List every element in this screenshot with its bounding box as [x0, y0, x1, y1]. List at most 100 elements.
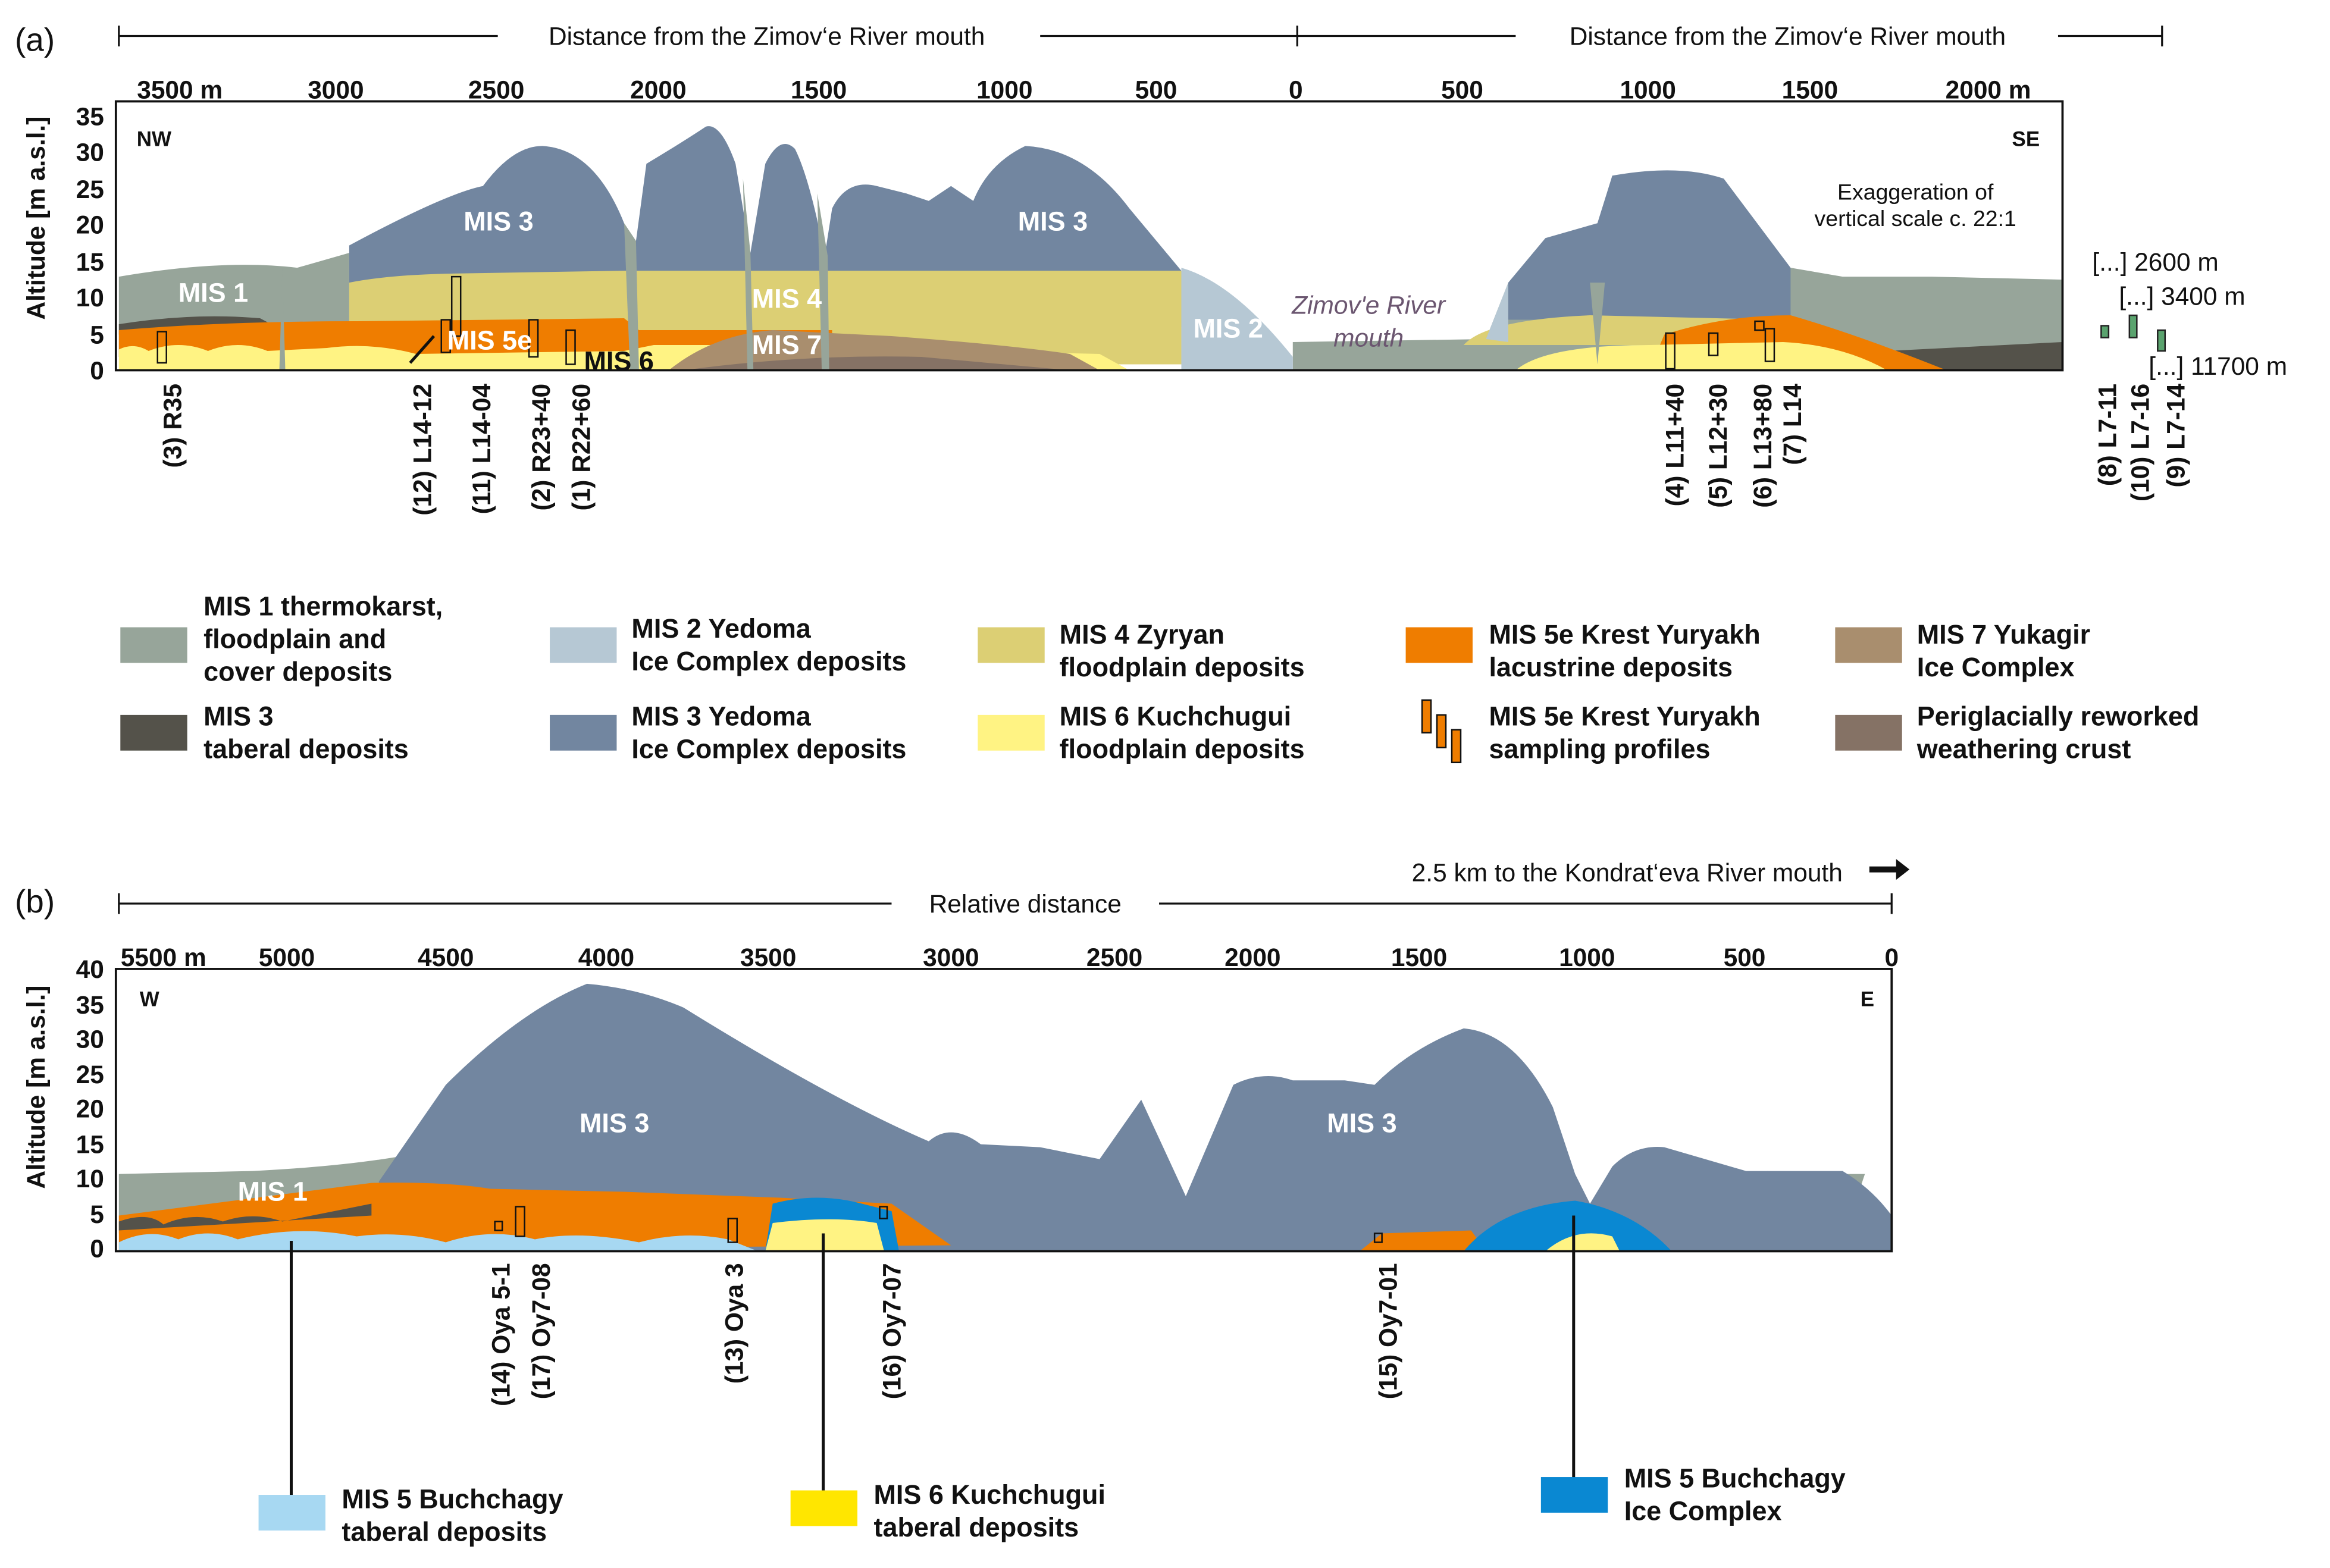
arrow-right-icon — [1869, 859, 1910, 880]
svg-text:floodplain deposits: floodplain deposits — [1060, 652, 1305, 682]
panel-b-x-ticks: 5500 m 5000 4500 4000 3500 3000 2500 200… — [121, 943, 1899, 971]
svg-text:sampling profiles: sampling profiles — [1489, 733, 1710, 764]
panel-a-sample-labels: (3) R35 (12) L14-12 (11) L14-04 (2) R23+… — [159, 384, 2190, 516]
river-mouth-label: mouth — [1333, 324, 1404, 352]
direction-w: W — [140, 987, 159, 1011]
svg-text:5: 5 — [90, 321, 104, 349]
mis3-taberal-region — [118, 1203, 372, 1231]
svg-text:(17) Oy7-08: (17) Oy7-08 — [527, 1263, 555, 1399]
svg-text:(11) L14-04: (11) L14-04 — [468, 384, 496, 515]
svg-text:Ice Complex deposits: Ice Complex deposits — [631, 733, 906, 764]
svg-text:taberal deposits: taberal deposits — [203, 733, 409, 764]
svg-text:floodplain deposits: floodplain deposits — [1060, 733, 1305, 764]
unit-label: MIS 7 — [752, 330, 822, 360]
svg-text:floodplain and: floodplain and — [203, 623, 386, 654]
panel-b-y-ticks: 0 5 10 15 20 25 30 35 40 — [76, 955, 104, 1263]
panel-a-y-ticks: 0 5 10 15 20 25 30 35 — [76, 102, 104, 384]
svg-text:4500: 4500 — [418, 943, 474, 971]
svg-text:3500 m: 3500 m — [137, 76, 223, 104]
unit-label: MIS 5e — [447, 325, 532, 355]
svg-text:(8) L7-11: (8) L7-11 — [2093, 384, 2121, 486]
svg-text:35: 35 — [76, 102, 104, 130]
svg-text:(6) L13+80: (6) L13+80 — [1749, 384, 1777, 508]
svg-text:1500: 1500 — [791, 76, 847, 104]
svg-text:(3) R35: (3) R35 — [159, 384, 187, 468]
exaggeration-note: vertical scale c. 22:1 — [1815, 206, 2016, 231]
svg-text:1000: 1000 — [1620, 76, 1676, 104]
svg-text:2000: 2000 — [630, 76, 686, 104]
svg-text:(16) Oy7-07: (16) Oy7-07 — [878, 1263, 906, 1399]
unit-label: MIS 4 — [752, 284, 822, 314]
svg-text:taberal deposits: taberal deposits — [342, 1516, 547, 1547]
svg-text:500: 500 — [1135, 76, 1177, 104]
svg-text:2500: 2500 — [1086, 943, 1142, 971]
svg-text:MIS 4 Zyryan: MIS 4 Zyryan — [1060, 619, 1224, 650]
unit-label: MIS 3 — [1327, 1108, 1396, 1139]
periglacial-region — [683, 356, 1070, 371]
panel-a-section — [118, 126, 2063, 371]
svg-text:lacustrine deposits: lacustrine deposits — [1489, 652, 1733, 682]
svg-text:20: 20 — [76, 1095, 104, 1123]
axis-title-right: Distance from the Zimov‘e River mouth — [1570, 23, 2006, 51]
unit-label: MIS 3 — [580, 1108, 649, 1139]
svg-text:MIS 5 Buchchagy: MIS 5 Buchchagy — [1624, 1463, 1846, 1494]
svg-text:2000: 2000 — [1224, 943, 1280, 971]
unit-label: MIS 3 — [1018, 206, 1088, 237]
unit-label: MIS 3 — [464, 206, 533, 237]
svg-text:(7) L14: (7) L14 — [1778, 384, 1806, 465]
svg-text:20: 20 — [76, 211, 104, 239]
offset-label: [...] 3400 m — [2119, 283, 2245, 311]
svg-text:1500: 1500 — [1391, 943, 1447, 971]
svg-text:(12) L14-12: (12) L14-12 — [408, 384, 436, 516]
svg-text:30: 30 — [76, 138, 104, 166]
unit-label: MIS 1 — [238, 1177, 308, 1207]
svg-text:MIS 3 Yedoma: MIS 3 Yedoma — [631, 701, 811, 731]
svg-text:2000 m: 2000 m — [1946, 76, 2031, 104]
svg-text:cover deposits: cover deposits — [203, 656, 392, 686]
svg-text:MIS 1 thermokarst,: MIS 1 thermokarst, — [203, 591, 443, 622]
exaggeration-note: Exaggeration of — [1837, 179, 1994, 204]
panel-a-frame — [114, 100, 2064, 372]
svg-text:1000: 1000 — [976, 76, 1032, 104]
panel-b-top-axis — [118, 893, 1893, 914]
svg-text:MIS 5 Buchchagy: MIS 5 Buchchagy — [342, 1484, 563, 1514]
panel-a-x-ticks: 3500 m 3000 2500 2000 1500 1000 500 0 50… — [137, 76, 2031, 104]
svg-text:5500 m: 5500 m — [121, 943, 206, 971]
svg-text:(4) L11+40: (4) L11+40 — [1661, 384, 1689, 506]
svg-text:10: 10 — [76, 1165, 104, 1193]
svg-text:(5) L12+30: (5) L12+30 — [1704, 384, 1732, 508]
axis-title-left: Distance from the Zimov‘e River mouth — [549, 23, 985, 51]
svg-text:(9) L7-14: (9) L7-14 — [2162, 384, 2190, 488]
panel-b-y-label: Altitude [m a.s.l.] — [22, 986, 50, 1189]
mis5e-region — [118, 315, 1947, 371]
direction-e: E — [1861, 987, 1874, 1011]
svg-text:1500: 1500 — [1782, 76, 1838, 104]
svg-text:MIS 5e Krest Yuryakh: MIS 5e Krest Yuryakh — [1489, 701, 1760, 731]
svg-text:5000: 5000 — [259, 943, 315, 971]
panel-b-frame — [114, 968, 1893, 1253]
svg-text:(13) Oya 3: (13) Oya 3 — [721, 1263, 749, 1384]
direction-se: SE — [2012, 127, 2040, 150]
svg-text:Ice Complex deposits: Ice Complex deposits — [631, 646, 906, 676]
offset-label: [...] 2600 m — [2092, 248, 2218, 276]
remote-sample-boxes — [2100, 314, 2166, 352]
svg-text:30: 30 — [76, 1025, 104, 1053]
panel-a-tag: (a) — [15, 21, 55, 58]
svg-text:(1) R22+60: (1) R22+60 — [567, 384, 595, 511]
unit-label: MIS 6 — [584, 346, 653, 376]
svg-text:1000: 1000 — [1559, 943, 1615, 971]
svg-text:4000: 4000 — [578, 943, 634, 971]
